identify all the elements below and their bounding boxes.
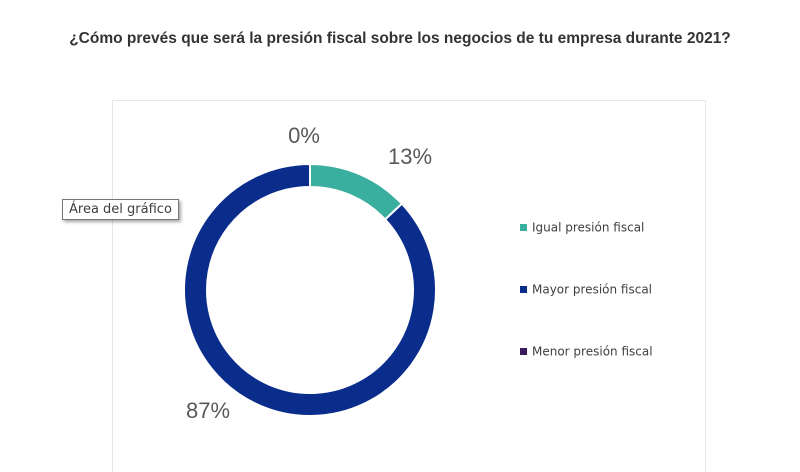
chart-area-tooltip: Área del gráfico — [62, 199, 179, 220]
chart-area[interactable] — [112, 100, 706, 472]
legend-swatch-igual-presión-fiscal — [520, 224, 527, 231]
legend-label-menor-presión-fiscal: Menor presión fiscal — [532, 345, 653, 359]
data-label-menor-presión-fiscal: 0% — [288, 123, 320, 148]
slice-mayor-presión-fiscal[interactable] — [183, 162, 437, 417]
legend-swatch-mayor-presión-fiscal — [520, 286, 527, 293]
legend-label-mayor-presión-fiscal: Mayor presión fiscal — [532, 283, 652, 297]
data-label-igual-presión-fiscal: 13% — [388, 144, 432, 169]
legend-swatch-menor-presión-fiscal — [520, 348, 527, 355]
slice-igual-presión-fiscal[interactable] — [309, 162, 404, 221]
chart-title: ¿Cómo prevés que será la presión fiscal … — [69, 30, 731, 47]
legend-label-igual-presión-fiscal: Igual presión fiscal — [532, 221, 644, 235]
data-label-mayor-presión-fiscal: 87% — [186, 398, 230, 423]
